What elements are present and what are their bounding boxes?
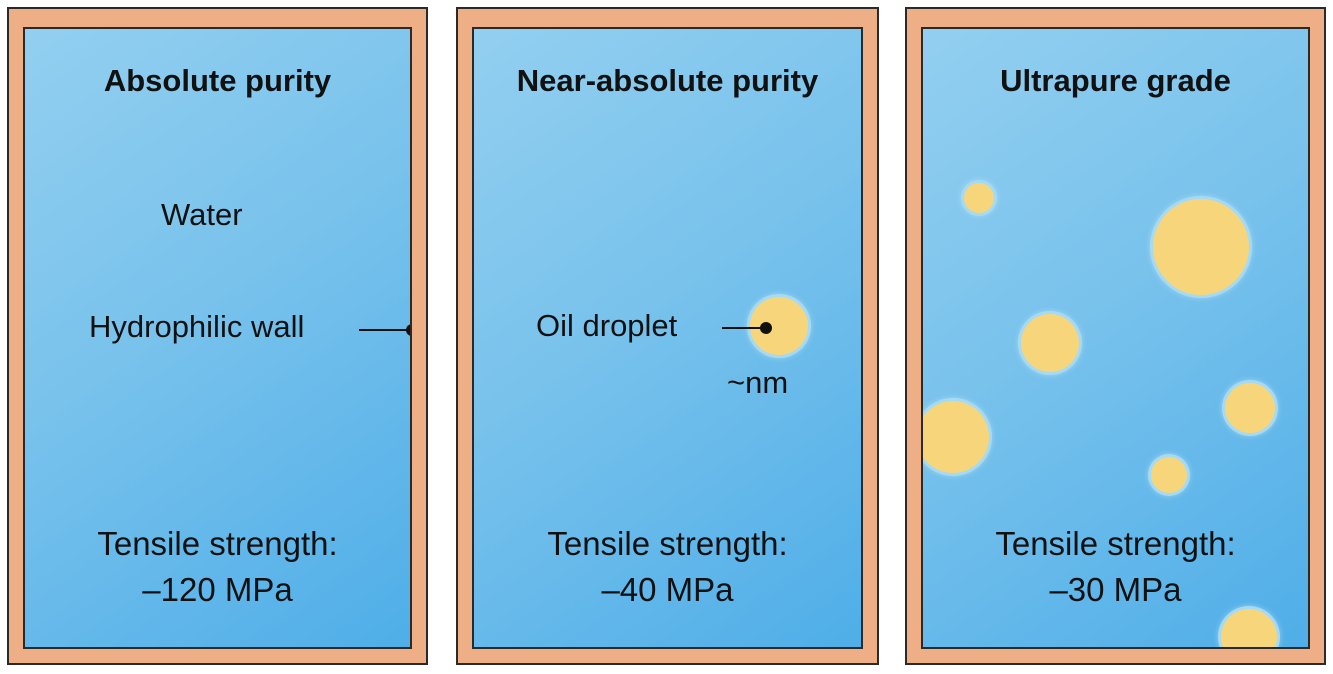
wall-pointer-dot	[406, 324, 410, 336]
water-region: Absolute purity Water Hydrophilic wall T…	[23, 27, 412, 649]
oil-droplet	[1151, 457, 1187, 493]
droplet-pointer-dot	[760, 322, 772, 334]
panel-title: Absolute purity	[103, 63, 332, 98]
droplet-size-label: ~nm	[727, 365, 789, 400]
tensile-strength-value: –30 MPa	[1049, 571, 1182, 608]
panel-absolute-purity: Absolute purity Water Hydrophilic wall T…	[7, 7, 428, 665]
panel-ultrapure-grade: Ultrapure grade Tensile strength: –30 MP…	[905, 7, 1326, 665]
oil-droplet	[1153, 199, 1249, 295]
panel-title: Ultrapure grade	[1000, 63, 1231, 98]
tensile-strength-value: –120 MPa	[142, 571, 293, 608]
oil-droplet	[1225, 383, 1275, 433]
tensile-strength-label: Tensile strength:	[547, 525, 788, 562]
panel-title: Near-absolute purity	[516, 63, 819, 98]
oil-droplet	[1021, 314, 1079, 372]
tensile-strength: Tensile strength: –30 MPa	[923, 521, 1308, 613]
water-region: Ultrapure grade Tensile strength: –30 MP…	[921, 27, 1310, 649]
hydrophilic-wall-label: Hydrophilic wall	[89, 309, 305, 344]
oil-droplet	[750, 297, 808, 355]
panel-near-absolute-purity: Near-absolute purity Oil droplet ~nm Ten…	[456, 7, 879, 665]
tensile-strength-label: Tensile strength:	[995, 525, 1236, 562]
oil-droplet-label: Oil droplet	[536, 308, 678, 343]
tensile-strength-label: Tensile strength:	[97, 525, 338, 562]
droplet-leader-line	[722, 327, 766, 329]
water-region: Near-absolute purity Oil droplet ~nm Ten…	[472, 27, 863, 649]
tensile-strength-value: –40 MPa	[601, 571, 734, 608]
oil-droplet	[1221, 609, 1277, 647]
oil-droplet	[923, 401, 989, 473]
tensile-strength: Tensile strength: –120 MPa	[25, 521, 410, 613]
water-label: Water	[161, 197, 243, 232]
tensile-strength: Tensile strength: –40 MPa	[474, 521, 861, 613]
wall-leader-line	[359, 329, 409, 331]
oil-droplet	[964, 183, 994, 213]
